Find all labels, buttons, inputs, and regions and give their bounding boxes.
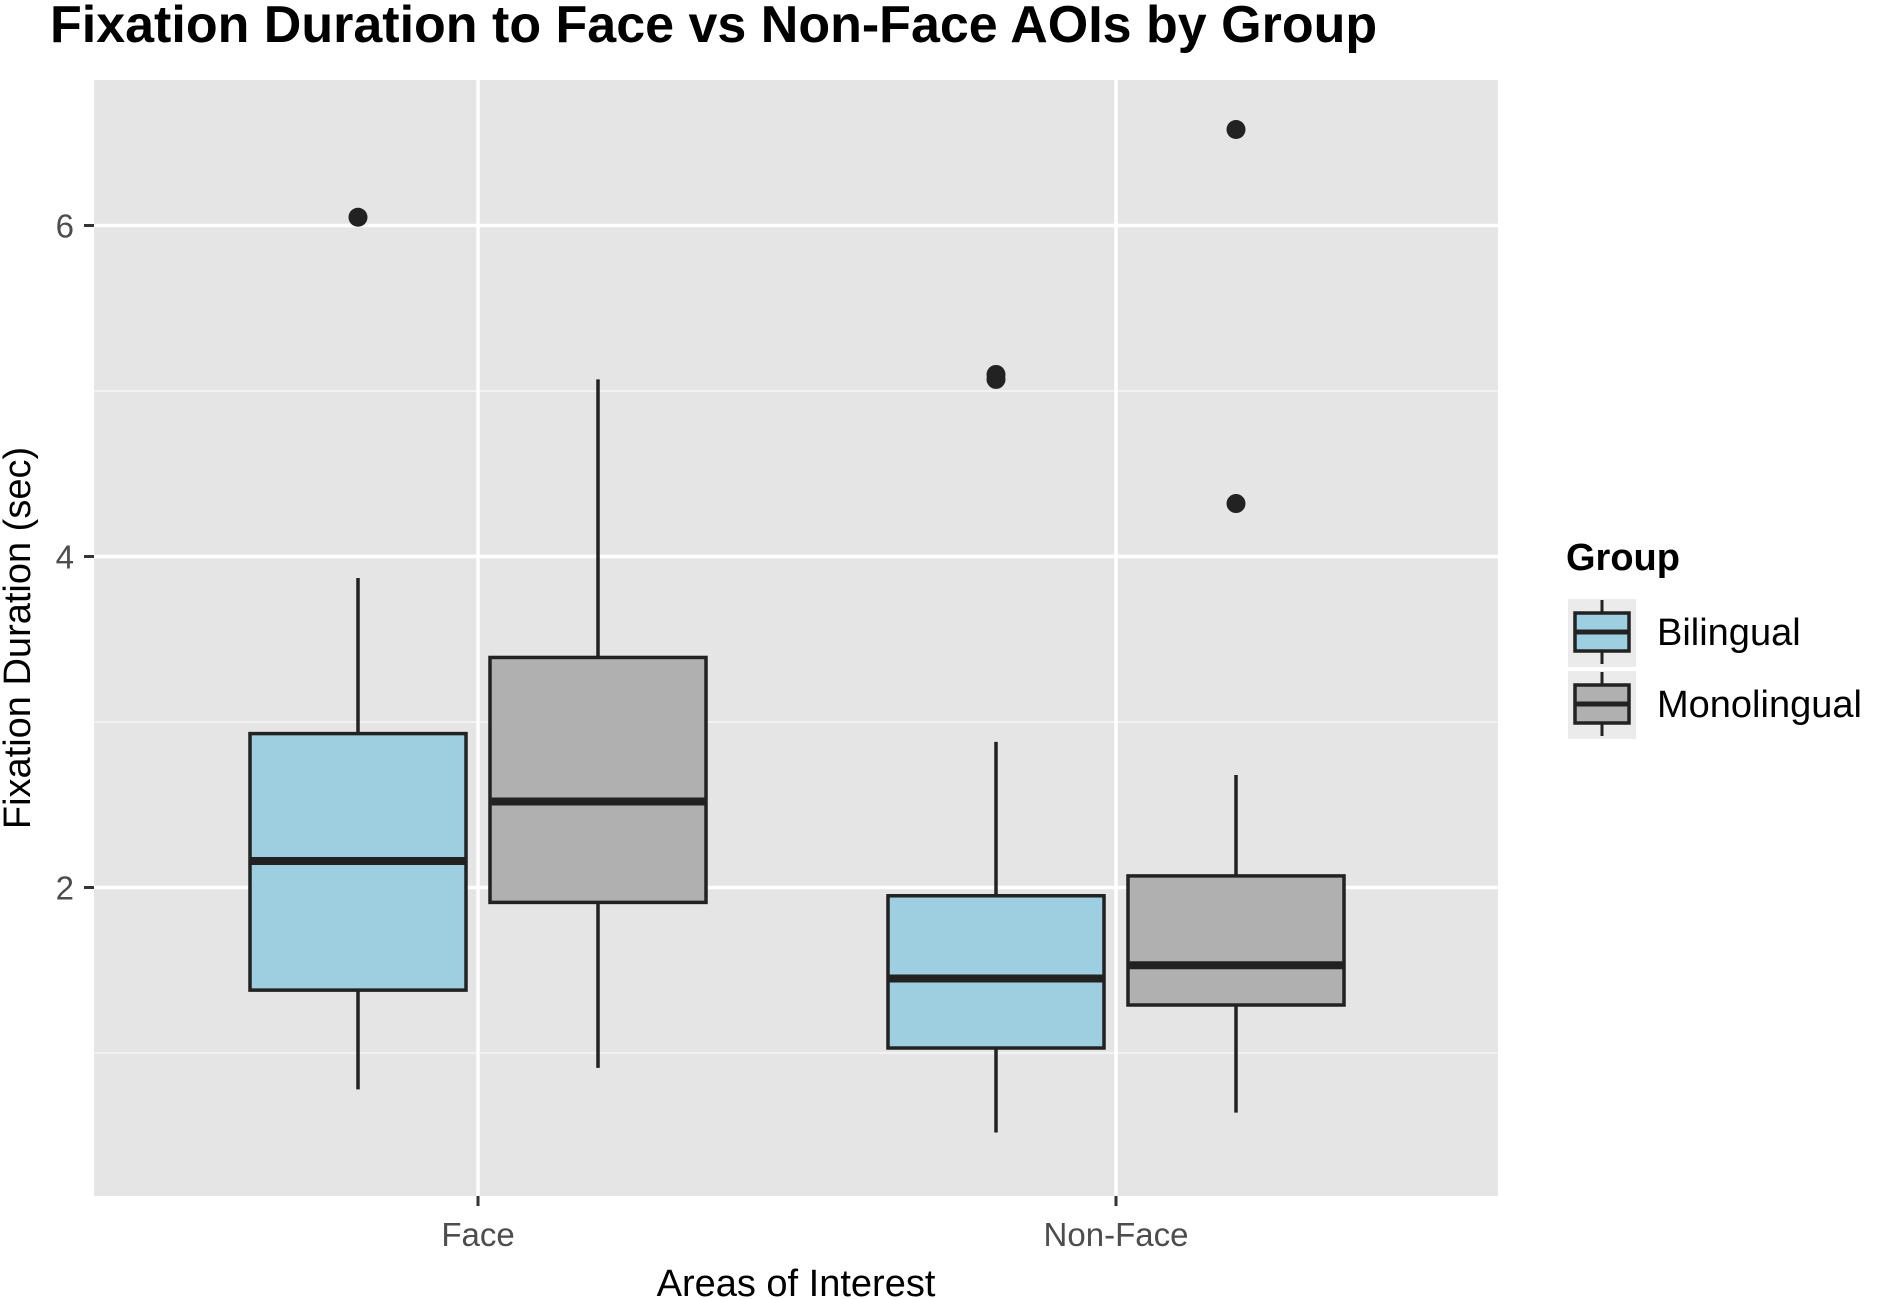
outlier-point bbox=[1226, 494, 1246, 514]
y-tick-label: 2 bbox=[56, 870, 74, 907]
legend-title: Group bbox=[1566, 537, 1680, 579]
box bbox=[488, 655, 708, 905]
boxplot-monolingual-non-face bbox=[1126, 120, 1346, 1113]
outlier-point bbox=[348, 207, 368, 227]
outlier-point bbox=[986, 364, 1006, 384]
x-tick-label: Non-Face bbox=[1044, 1216, 1189, 1253]
legend-item-bilingual: Bilingual bbox=[1568, 599, 1801, 667]
y-tick-label: 4 bbox=[56, 539, 74, 576]
y-axis-title: Fixation Duration (sec) bbox=[0, 447, 39, 829]
boxplot-bilingual-face bbox=[248, 207, 468, 1090]
box bbox=[886, 894, 1106, 1050]
legend: Group Bilingual Monolingual bbox=[1566, 537, 1862, 739]
box bbox=[1126, 874, 1346, 1007]
outlier-point bbox=[1226, 120, 1246, 140]
legend-label: Bilingual bbox=[1657, 612, 1801, 654]
chart-title: Fixation Duration to Face vs Non-Face AO… bbox=[50, 0, 1377, 54]
legend-label: Monolingual bbox=[1657, 684, 1862, 726]
plot-panel bbox=[94, 80, 1498, 1196]
box-layer bbox=[248, 120, 1346, 1133]
y-tick-label: 6 bbox=[56, 208, 74, 245]
boxplot-bilingual-non-face bbox=[886, 364, 1106, 1133]
axis-layer: 2 4 6 Face Non-Face bbox=[56, 208, 1189, 1254]
legend-item-monolingual: Monolingual bbox=[1568, 671, 1862, 739]
x-tick-label: Face bbox=[441, 1216, 514, 1253]
x-axis-title: Areas of Interest bbox=[657, 1263, 936, 1299]
boxplot-monolingual-face bbox=[488, 379, 708, 1068]
